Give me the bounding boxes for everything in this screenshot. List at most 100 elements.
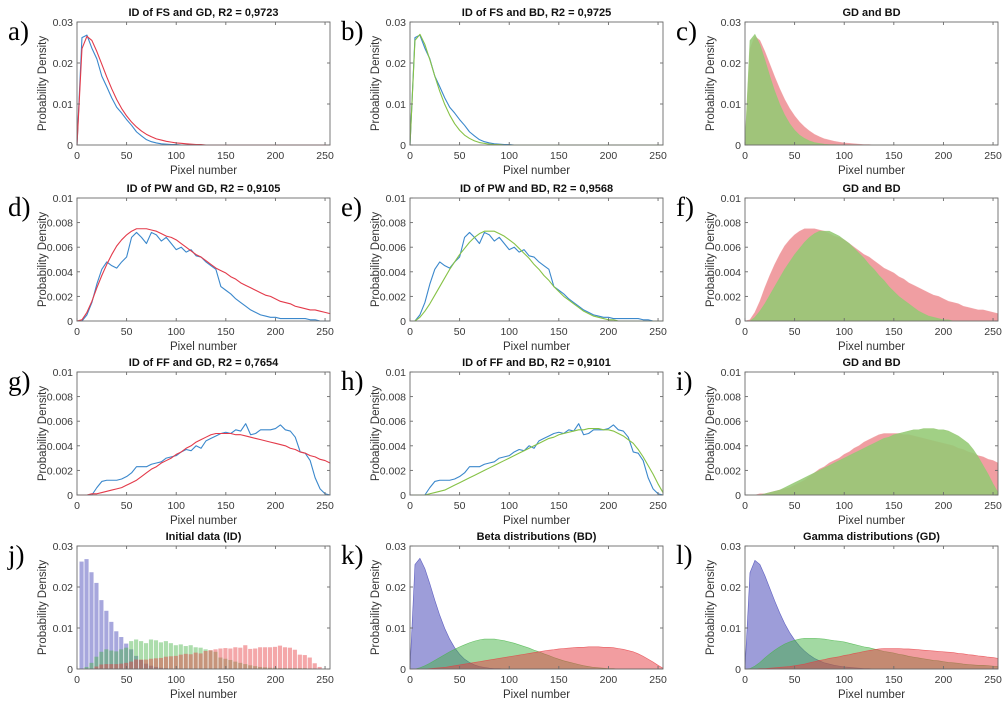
y-tick-label: 0.02 (53, 582, 74, 594)
x-tick-label: 150 (217, 150, 235, 162)
x-tick-label: 250 (649, 500, 667, 512)
y-tick-label: 0.004 (380, 267, 406, 279)
x-tick-label: 150 (885, 500, 903, 512)
panel-label: e) (341, 192, 362, 222)
y-tick-label: 0.004 (715, 441, 741, 453)
histogram-bar (193, 647, 198, 669)
plot-background (410, 372, 663, 495)
x-tick-label: 100 (500, 150, 518, 162)
histogram-bar (198, 653, 203, 669)
y-tick-label: 0 (67, 140, 73, 152)
x-tick-label: 250 (316, 674, 334, 686)
y-tick-label: 0.02 (386, 582, 407, 594)
x-tick-label: 200 (267, 674, 285, 686)
x-axis-label: Pixel number (838, 165, 905, 177)
x-tick-label: 250 (984, 500, 1002, 512)
series-area-gd-of-ff (745, 648, 999, 670)
panel-label: f) (676, 192, 694, 222)
y-tick-label: 0.006 (715, 416, 741, 428)
histogram-bar (119, 649, 124, 669)
panel-label: a) (8, 16, 29, 46)
y-tick-label: 0.01 (721, 367, 742, 379)
y-tick-label: 0.002 (380, 465, 406, 477)
histogram-bar (203, 649, 208, 669)
histogram-bar (218, 657, 223, 669)
panel-label: g) (8, 366, 31, 396)
histogram-bar (292, 649, 297, 669)
histogram-bar (253, 648, 258, 669)
x-tick-label: 0 (74, 674, 80, 686)
y-tick-label: 0.002 (715, 465, 741, 477)
histogram-bar (263, 647, 268, 669)
axes-box (76, 371, 331, 496)
y-tick-label: 0.01 (721, 99, 742, 111)
histogram-bar (109, 621, 114, 669)
chart-title: Beta distributions (BD) (477, 531, 597, 543)
panel-e: 0 50 100 150 200 250 0 0.002 0.004 0.006 0.008 0.01… (341, 183, 667, 353)
histogram-bar (183, 646, 188, 669)
histogram-bar (129, 661, 134, 669)
x-tick-label: 200 (600, 326, 618, 338)
plot-area (744, 228, 999, 322)
y-tick-label: 0.004 (715, 267, 741, 279)
plot-background (77, 22, 330, 145)
x-tick-label: 250 (316, 150, 334, 162)
plot-area (744, 559, 999, 670)
plot-area (745, 428, 999, 496)
histogram-bar (282, 647, 288, 669)
x-tick-label: 0 (742, 674, 748, 686)
x-tick-label: 100 (835, 500, 853, 512)
x-axis-label: Pixel number (503, 689, 570, 701)
y-tick-label: 0 (400, 490, 406, 502)
panel-g: 0 50 100 150 200 250 0 0.002 0.004 0.006 0.008 0.01… (8, 357, 334, 527)
histogram-bar (148, 639, 154, 669)
x-axis-label: Pixel number (838, 515, 905, 527)
plot-background (77, 546, 330, 669)
x-tick-label: 100 (167, 500, 185, 512)
y-tick-label: 0.004 (47, 267, 73, 279)
x-tick-label: 150 (885, 326, 903, 338)
histogram-bar (89, 662, 94, 669)
histogram-bar (94, 582, 99, 669)
histogram-bar (104, 664, 109, 669)
axes-box (76, 197, 331, 322)
axes-box (409, 21, 664, 146)
series-line-gd-of-ff (76, 432, 331, 496)
panel-b: 0 50 100 150 200 250 0 0.01 0.02 0.03 ID of FS and… (341, 7, 667, 177)
axes-box (744, 371, 999, 496)
axes-box (744, 545, 999, 670)
histogram-bar (267, 667, 273, 669)
y-axis-label: Probability Density (37, 386, 49, 481)
histogram-bar (99, 600, 104, 669)
x-tick-label: 150 (217, 500, 235, 512)
y-axis-label: Probability Density (370, 560, 382, 655)
panel-d: 0 50 100 150 200 250 0 0.002 0.004 0.006 0.008 0.01… (8, 183, 334, 353)
x-tick-label: 250 (649, 674, 667, 686)
y-tick-label: 0.03 (53, 541, 74, 553)
chart-title: ID of FS and BD, R2 = 0,9725 (462, 7, 611, 19)
histogram-bar (188, 654, 193, 669)
x-tick-label: 0 (74, 500, 80, 512)
y-tick-label: 0.004 (380, 441, 406, 453)
histogram-bar (203, 650, 208, 669)
x-tick-label: 150 (550, 326, 568, 338)
y-tick-label: 0.01 (721, 623, 742, 635)
histogram-bar (173, 645, 178, 669)
axes-box (409, 197, 664, 322)
histogram-bar (104, 649, 109, 669)
panel-f: 0 50 100 150 200 250 0 0.002 0.004 0.006 0.008 0.01… (676, 183, 1002, 353)
x-tick-label: 0 (742, 500, 748, 512)
x-tick-label: 150 (550, 150, 568, 162)
y-tick-label: 0 (735, 490, 741, 502)
histogram-bar (139, 659, 144, 669)
y-tick-label: 0 (400, 140, 406, 152)
histogram-bar (139, 641, 144, 669)
histogram-bar (317, 666, 322, 669)
histogram-bar (129, 641, 134, 669)
x-axis-label: Pixel number (503, 341, 570, 353)
y-tick-label: 0.008 (380, 392, 406, 404)
histogram-bar (119, 663, 124, 669)
axes-box (744, 21, 999, 146)
y-tick-label: 0.03 (386, 17, 407, 29)
x-tick-label: 100 (167, 674, 185, 686)
